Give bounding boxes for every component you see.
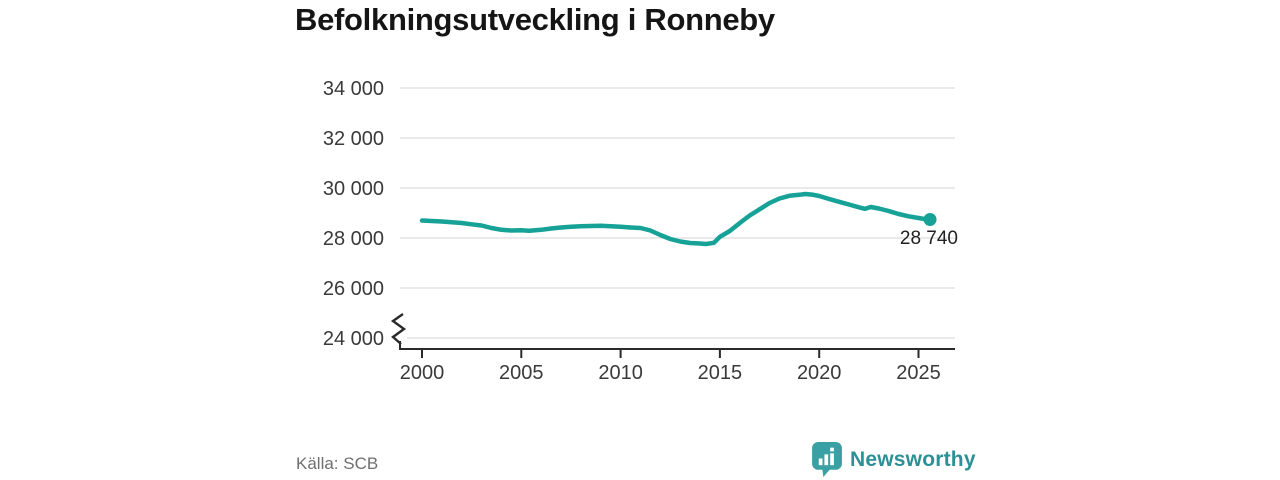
x-tick-label-2010: 2010 <box>598 362 643 384</box>
latest-value-dot <box>923 213 937 226</box>
chart-title: Befolkningsutveckling i Ronneby <box>295 2 775 37</box>
x-tick-label-2025: 2025 <box>896 362 941 384</box>
y-tick-label-34000: 34 000 <box>323 78 384 100</box>
x-tick-label-2015: 2015 <box>698 362 743 384</box>
newsworthy-brand[interactable]: Newsworthy <box>812 442 976 477</box>
y-tick-label-30000: 30 000 <box>323 178 384 200</box>
y-tick-label-26000: 26 000 <box>323 278 384 300</box>
latest-value-label: 28 740 <box>900 228 958 249</box>
y-tick-label-28000: 28 000 <box>323 228 384 250</box>
newsworthy-speech-bubble-bar-chart-icon <box>812 442 842 477</box>
y-axis-break-symbol <box>390 313 407 345</box>
x-tick-label-2005: 2005 <box>499 362 544 384</box>
y-tick-label-24000: 24 000 <box>323 328 384 350</box>
x-axis-line <box>399 341 955 350</box>
x-tick-label-2020: 2020 <box>797 362 842 384</box>
source-label: Källa: SCB <box>296 454 379 473</box>
x-tick-label-2000: 2000 <box>400 362 445 384</box>
population-line-series <box>419 191 933 247</box>
newsworthy-logo-text: Newsworthy <box>850 447 976 471</box>
y-tick-label-32000: 32 000 <box>323 128 384 150</box>
